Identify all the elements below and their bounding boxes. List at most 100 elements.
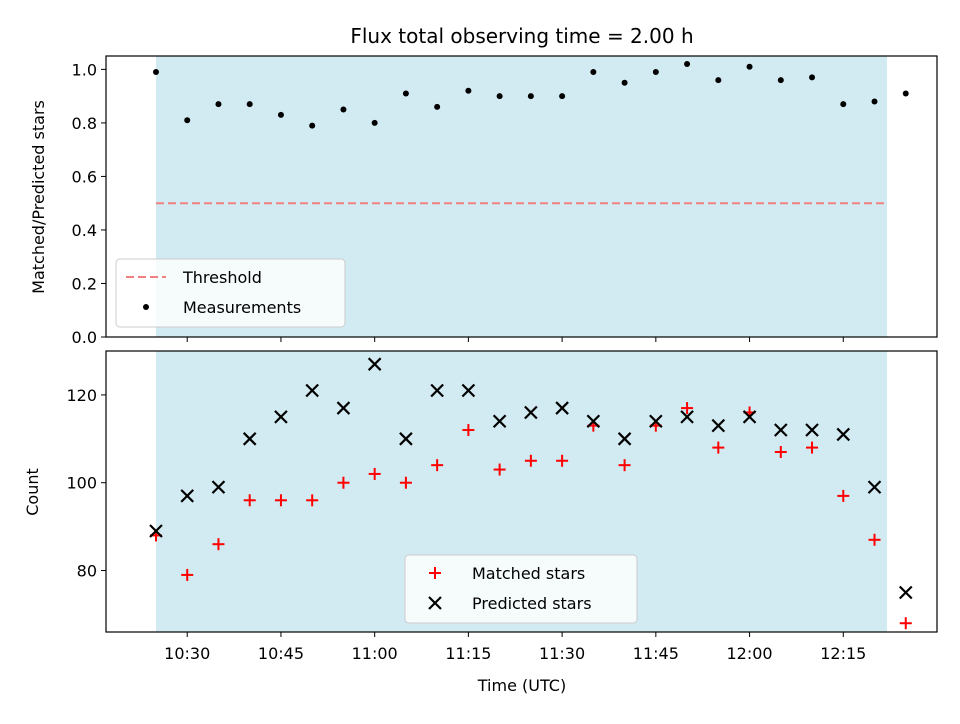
measurement-point (496, 93, 503, 100)
measurement-point (277, 111, 284, 118)
predicted-star-point (836, 427, 851, 442)
measurement-point (809, 74, 816, 81)
predicted-star-point (274, 410, 288, 424)
matched-star-point (493, 463, 506, 476)
legend-entry-label: Threshold (182, 268, 262, 287)
predicted-star-point (774, 423, 788, 437)
top-legend: Threshold Measurements (115, 258, 346, 328)
x-tick-label: 11:45 (633, 644, 679, 663)
measurement-point (902, 90, 909, 97)
x-tick-label: 11:15 (445, 644, 491, 663)
top-y-tick-label: 1.0 (72, 60, 97, 79)
measurement-point (340, 106, 347, 113)
chart-title: Flux total observing time = 2.00 h (350, 24, 693, 48)
predicted-star-point (898, 585, 913, 600)
predicted-star-point (305, 383, 319, 398)
ratio-panel: 0.0 0.2 0.4 0.6 0.8 1.0 Threshold Measurements (72, 55, 938, 347)
x-tick-label: 12:00 (727, 644, 773, 663)
x-axis-label: Time (UTC) (477, 676, 566, 695)
count-panel: 80 100 120 10:30 10:45 11:00 11:15 11:30 11:45 12… (66, 350, 938, 663)
predicted-star-point (649, 414, 663, 429)
matched-star-point (618, 459, 631, 472)
bottom-y-tick-label: 80 (77, 562, 97, 581)
measurement-point (590, 69, 597, 76)
legend-entry-label: Measurements (183, 298, 301, 317)
predicted-star-point (180, 489, 195, 503)
predicted-star-point (742, 410, 757, 424)
x-tick-label: 11:00 (352, 644, 398, 663)
matched-star-point (212, 538, 225, 551)
matched-star-point (806, 441, 819, 454)
measurement-point (527, 93, 534, 100)
legend-matched-swatch (429, 567, 441, 579)
measurement-point (152, 69, 159, 76)
matched-star-point (243, 494, 256, 507)
matched-star-point (681, 402, 694, 415)
matched-star-point (899, 617, 912, 630)
matched-star-point (337, 476, 350, 489)
predicted-star-point (867, 480, 882, 494)
measurement-point (559, 93, 566, 100)
predicted-star-point (399, 432, 413, 446)
top-y-tick-label: 0.4 (72, 221, 97, 240)
measurement-point (246, 101, 253, 108)
matched-star-point (774, 445, 787, 458)
predicted-star-point (430, 383, 444, 398)
matched-star-point (837, 489, 850, 502)
measurement-point (840, 101, 847, 108)
matched-star-point (181, 568, 194, 581)
measurement-point (746, 63, 753, 70)
measurement-point (871, 98, 878, 105)
measurement-point (715, 77, 722, 84)
matched-star-point (431, 459, 444, 472)
matched-star-point (712, 441, 725, 454)
predicted-star-point (461, 383, 476, 398)
matched-star-point (556, 454, 569, 467)
bottom-axes-frame (105, 350, 938, 633)
measurement-point (684, 61, 691, 68)
x-tick-label: 12:15 (820, 644, 866, 663)
matched-star-point (524, 454, 537, 467)
measurement-point (184, 117, 191, 124)
bottom-y-axis-label: Count (23, 468, 42, 516)
predicted-star-point (367, 357, 382, 371)
legend-entry-label: Predicted stars (472, 594, 592, 613)
measurement-point (621, 79, 628, 86)
bottom-legend-box (404, 554, 638, 624)
bottom-y-tick-label: 120 (66, 386, 97, 405)
measurement-point (465, 87, 472, 94)
measurement-point (652, 69, 659, 76)
matched-star-point (868, 533, 881, 546)
measurement-point (777, 77, 784, 84)
matched-star-point (274, 494, 287, 507)
top-y-axis-label: Matched/Predicted stars (29, 100, 48, 294)
top-legend-box (115, 258, 346, 328)
matched-star-point (399, 476, 412, 489)
predicted-star-point (524, 405, 538, 420)
predicted-star-point (149, 524, 163, 538)
predicted-star-point (617, 432, 632, 446)
predicted-star-point (711, 418, 726, 433)
measurement-point (215, 101, 222, 108)
matched-star-point (306, 494, 319, 507)
x-tick-label: 10:30 (164, 644, 210, 663)
matched-star-point (462, 424, 475, 437)
predicted-star-point (242, 432, 257, 446)
x-tick-label: 10:45 (258, 644, 304, 663)
bottom-legend: Matched stars Predicted stars (404, 554, 638, 624)
measurement-point (309, 122, 316, 129)
predicted-star-point (586, 414, 601, 429)
measurement-point (434, 103, 441, 110)
predicted-star-point (336, 401, 351, 415)
top-y-tick-label: 0.0 (72, 328, 97, 347)
bottom-y-tick-label: 100 (66, 474, 97, 493)
legend-measurement-swatch (143, 304, 149, 310)
matched-star-point (368, 467, 381, 480)
predicted-star-point (211, 480, 226, 494)
predicted-star-point (555, 401, 569, 415)
measurement-point (402, 90, 409, 97)
top-y-tick-label: 0.2 (72, 274, 97, 293)
predicted-star-point (680, 410, 694, 424)
top-y-tick-label: 0.6 (72, 167, 97, 186)
